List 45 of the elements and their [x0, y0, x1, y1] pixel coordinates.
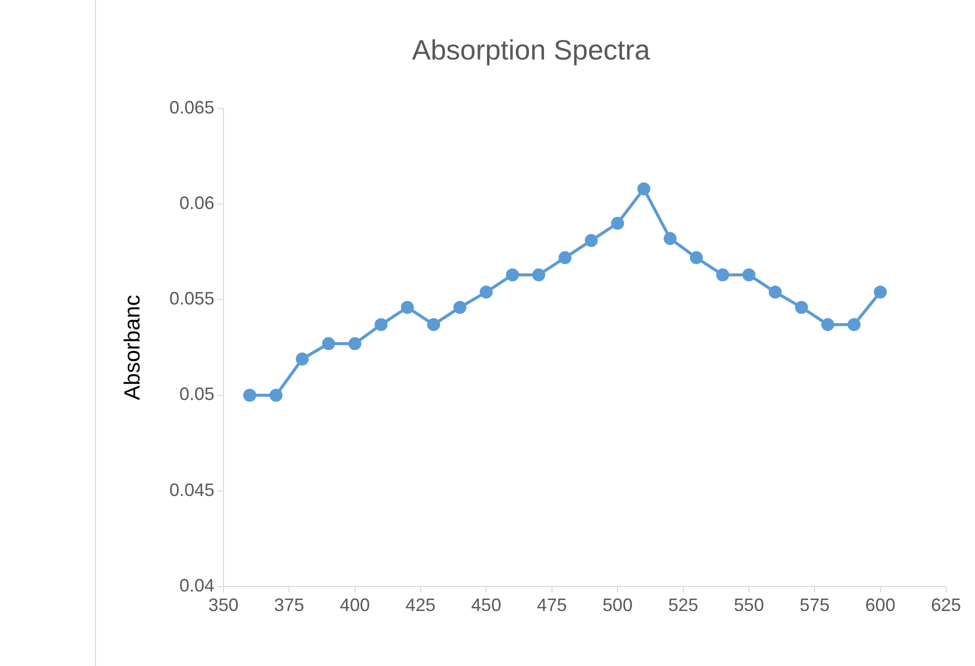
- point: [558, 251, 572, 264]
- point: [532, 268, 546, 282]
- x-tick-label: 500: [602, 595, 633, 616]
- x-tick-label: 525: [668, 595, 698, 616]
- y-tick-label: 0.04: [179, 575, 214, 596]
- y-tick-label: 0.055: [169, 288, 214, 309]
- x-tick-label: 575: [800, 595, 830, 616]
- x-tick-label: 375: [274, 595, 304, 616]
- point: [480, 286, 493, 299]
- point: [664, 232, 677, 246]
- point: [637, 182, 650, 196]
- point: [611, 216, 624, 230]
- point: [794, 300, 808, 314]
- y-tick-label: 0.06: [179, 193, 214, 214]
- point: [348, 337, 362, 350]
- point: [322, 337, 336, 350]
- point: [716, 268, 730, 282]
- x-tick-label: 350: [208, 595, 238, 616]
- point: [742, 268, 756, 282]
- point: [874, 286, 887, 299]
- y-tick-label: 0.065: [169, 98, 214, 118]
- x-tick-label: 425: [405, 595, 436, 616]
- x-tick-label: 625: [930, 595, 962, 616]
- point: [296, 352, 309, 366]
- point: [690, 251, 703, 264]
- point: [584, 234, 598, 247]
- point: [768, 286, 782, 299]
- point: [243, 388, 256, 402]
- x-tick-label: 475: [536, 595, 567, 616]
- point: [821, 318, 834, 332]
- y-tick-label: 0.045: [169, 480, 214, 500]
- point: [269, 388, 282, 402]
- y-tick-label: 0.05: [179, 384, 214, 404]
- point: [427, 318, 440, 332]
- chart-title: Absorption Spectra: [412, 34, 650, 66]
- point: [848, 318, 861, 332]
- x-tick-label: 600: [865, 595, 896, 616]
- point: [453, 300, 466, 314]
- x-tick-label: 450: [471, 595, 502, 616]
- x-tick-label: 400: [340, 595, 370, 616]
- point: [374, 318, 388, 332]
- point: [506, 268, 519, 282]
- y-axis-title: Absorbanc: [119, 294, 144, 400]
- point: [400, 300, 414, 314]
- x-tick-label: 550: [734, 595, 764, 616]
